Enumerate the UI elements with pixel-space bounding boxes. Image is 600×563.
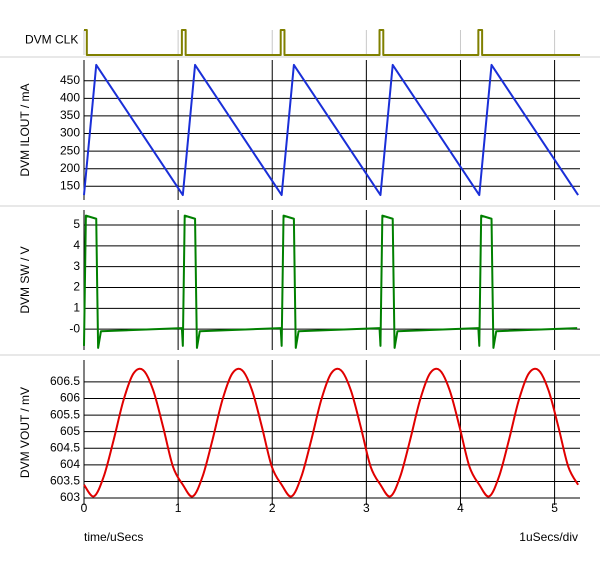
y-tick-label: 605.5 [50,407,80,421]
y-tick-label: 150 [60,178,80,192]
y-tick-label: 606 [60,391,80,405]
x-tick-label: 4 [457,501,464,515]
x-axis-label: time/uSecs [84,530,143,544]
y-tick-label: 450 [60,73,80,87]
y-tick-label: 200 [60,161,80,175]
x-tick-label: 3 [363,501,370,515]
x-tick-label: 2 [269,501,276,515]
x-tick-label: 5 [551,501,558,515]
y-tick-label: 604 [60,457,80,471]
trace [84,29,580,56]
trace [83,367,579,498]
y-tick-label: -0 [69,321,80,335]
x-tick-label: 1 [175,501,182,515]
y-tick-label: 350 [60,108,80,122]
y-tick-label: 300 [60,126,80,140]
y-tick-label: 2 [73,280,80,294]
y-tick-label: 604.5 [50,440,80,454]
y-axis-label: DVM VOUT / mV [18,387,32,478]
y-tick-label: 250 [60,143,80,157]
y-tick-label: 400 [60,91,80,105]
y-tick-label: 603.5 [50,474,80,488]
annotation: 1uSecs/div [519,530,578,544]
trace [83,214,578,349]
y-tick-label: 4 [73,238,80,252]
y-tick-label: 606.5 [50,374,80,388]
y-tick-label: 3 [73,259,80,273]
y-axis-label: DVM SW / V [18,246,32,313]
y-tick-label: 5 [73,217,80,231]
y-axis-label: DVM ILOUT / mA [18,83,32,176]
x-tick-label: 0 [81,501,88,515]
y-tick-label: 603 [60,490,80,504]
y-tick-label: 605 [60,424,80,438]
trace [83,63,579,197]
y-tick-label: 1 [73,301,80,315]
y-axis-label: DVM CLK [25,33,78,47]
